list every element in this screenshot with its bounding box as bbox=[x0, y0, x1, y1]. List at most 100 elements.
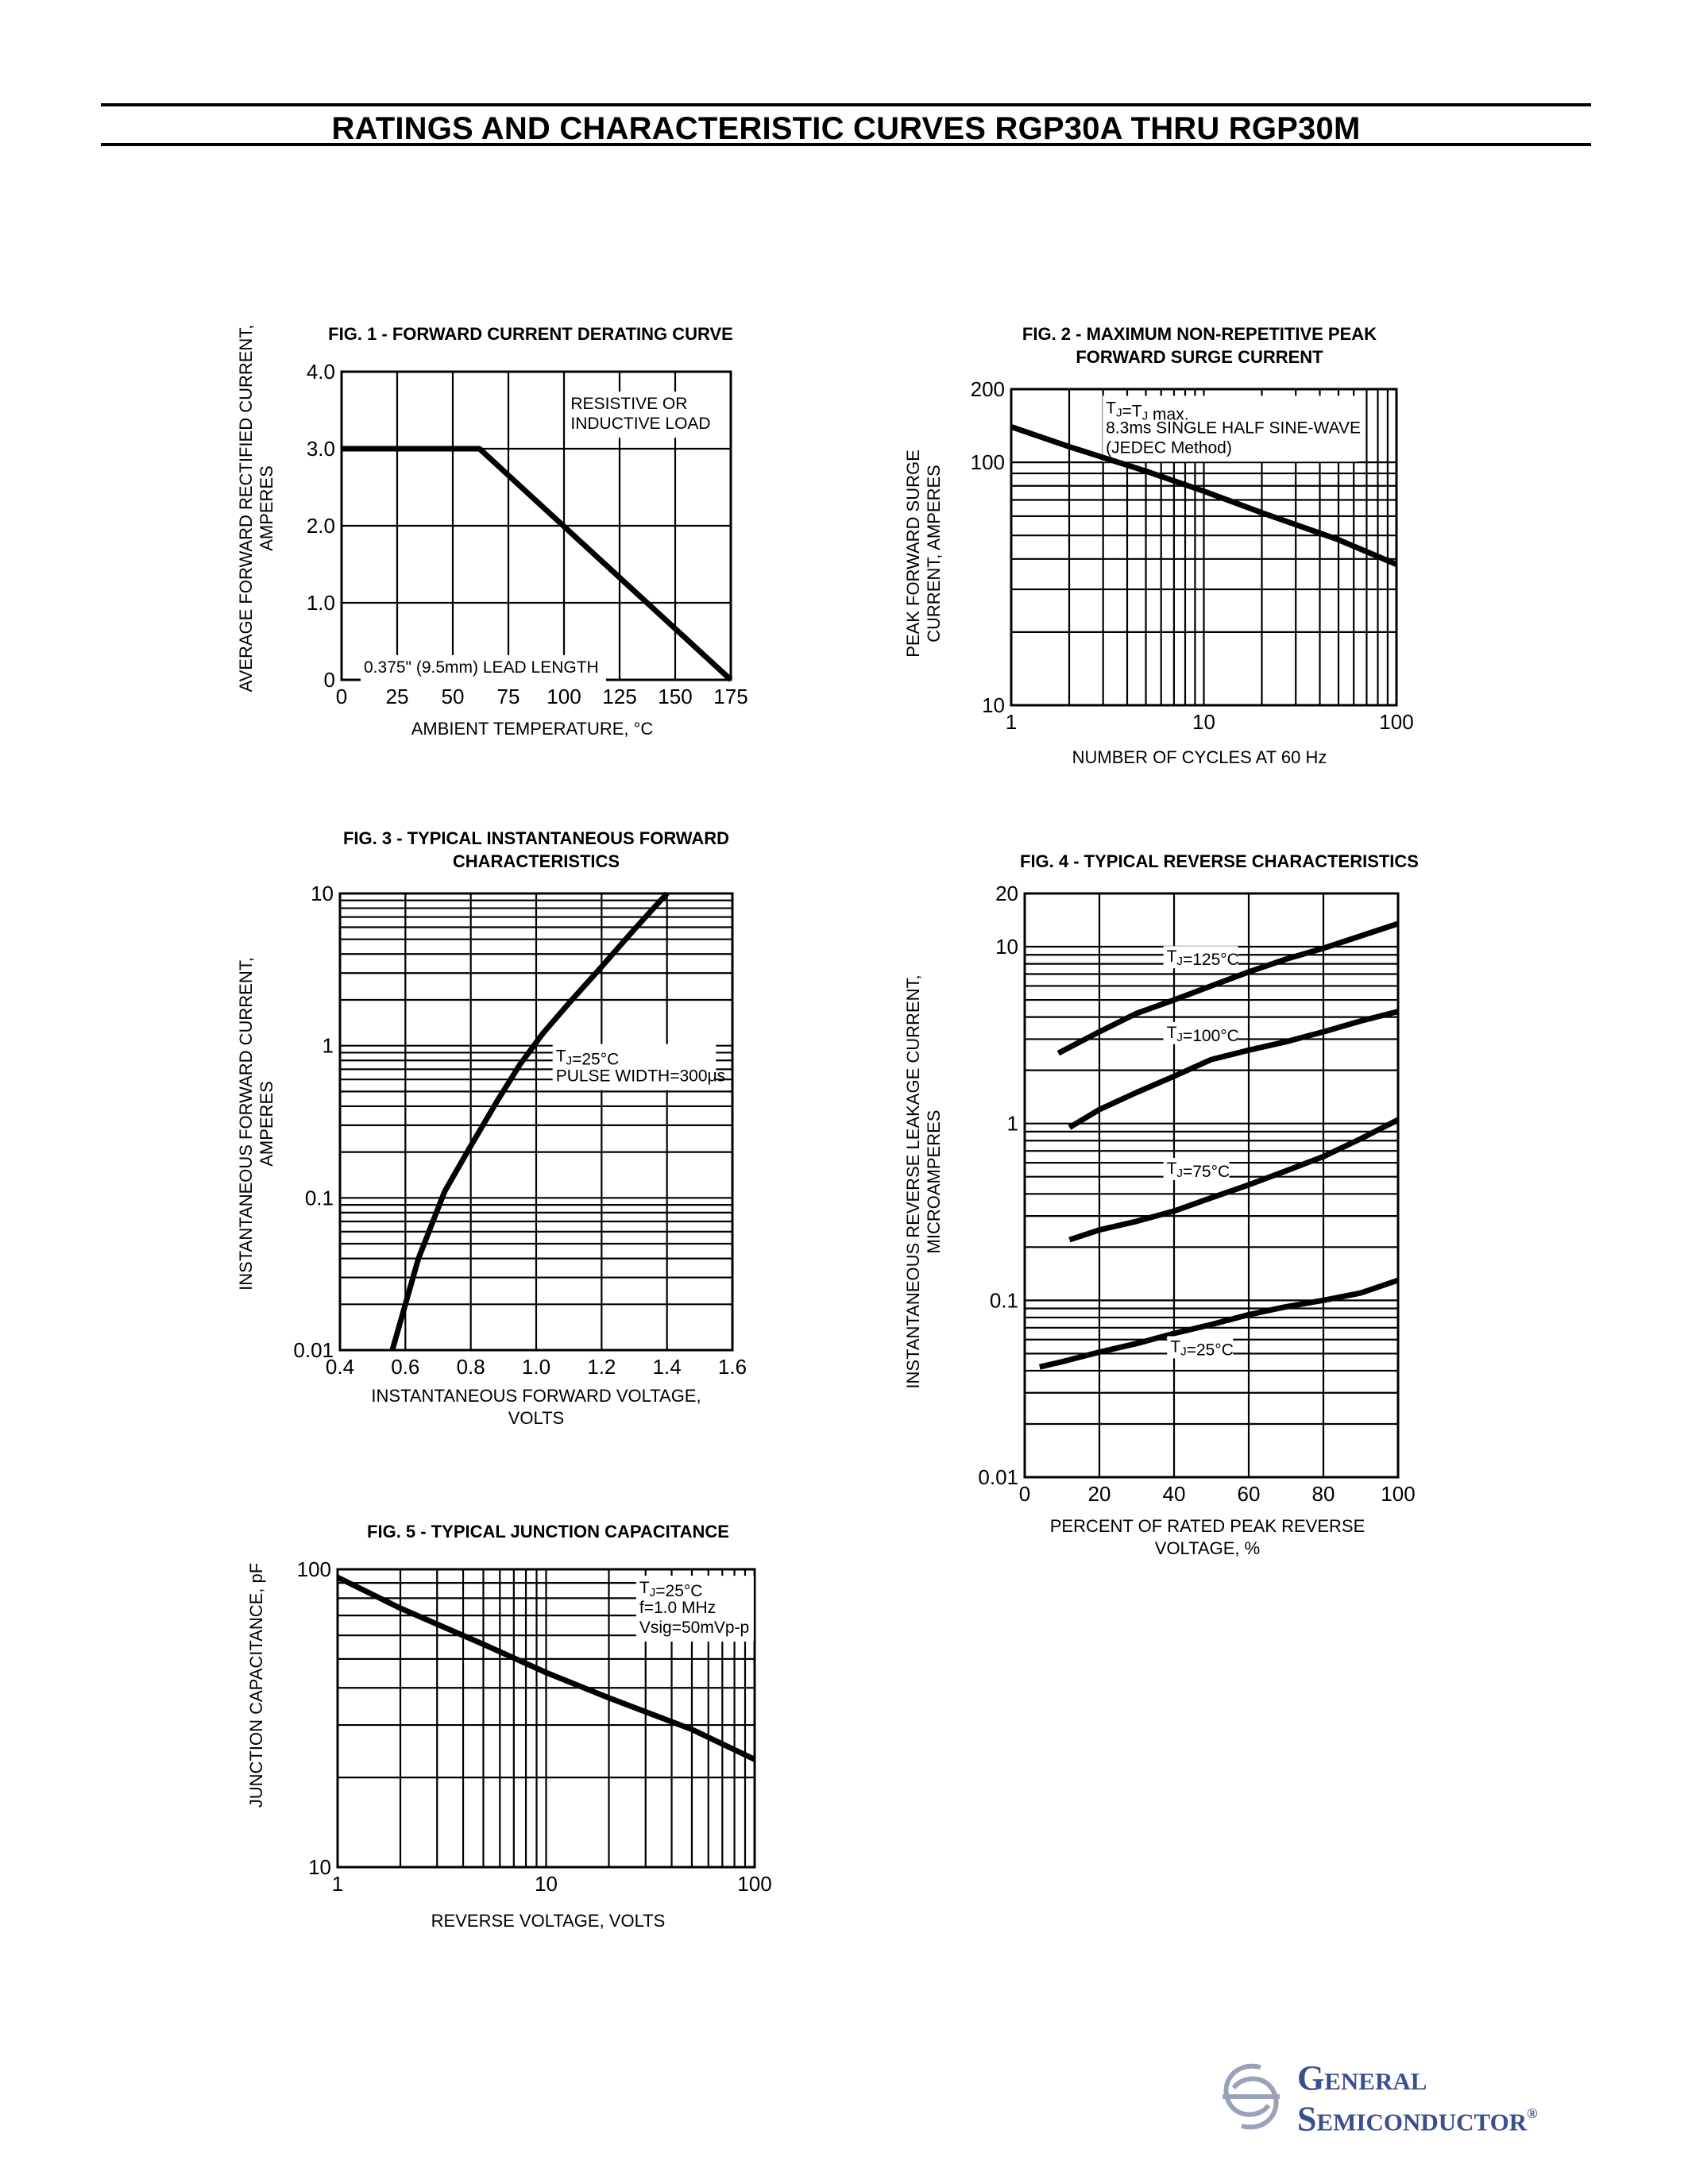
fig4-ytick-label-0: 0.01 bbox=[978, 1465, 1018, 1489]
fig5-annotation-0-line-0: TJ=25°C bbox=[639, 1579, 703, 1600]
company-logo: General Semiconductor® bbox=[1211, 2053, 1593, 2148]
fig1-series-line-0 bbox=[342, 446, 733, 682]
fig4-xtick-label-3: 60 bbox=[1238, 1482, 1261, 1506]
fig3-ytick-label-2: 1 bbox=[323, 1034, 334, 1058]
fig3-annotation-bg-0 bbox=[552, 1044, 717, 1090]
fig5-ytick-label-0: 10 bbox=[308, 1855, 331, 1879]
fig1-ytick-label-1: 1.0 bbox=[307, 591, 335, 615]
fig4-xlabel: PERCENT OF RATED PEAK REVERSE VOLTAGE, % bbox=[1049, 1516, 1365, 1558]
fig3-xtick-label-4: 1.2 bbox=[587, 1355, 616, 1379]
fig4-ytick-label-1: 0.1 bbox=[990, 1288, 1018, 1312]
fig4-series-label-bg-3 bbox=[1167, 1336, 1234, 1359]
fig5-series-line-0 bbox=[336, 1574, 756, 1762]
fig4-ytick-label-2: 1 bbox=[1007, 1112, 1018, 1136]
fig3-xtick-label-2: 0.8 bbox=[457, 1355, 485, 1379]
fig1-xtick-label-4: 100 bbox=[547, 685, 581, 708]
company-logo-text: General Semiconductor® bbox=[1297, 2061, 1538, 2137]
fig5-annotation-0-line-2: Vsig=50mVp-p bbox=[639, 1619, 749, 1637]
fig2-series-line-0 bbox=[1010, 424, 1398, 567]
fig1-annotation-bg-0 bbox=[567, 392, 704, 438]
fig4-xtick-label-4: 80 bbox=[1312, 1482, 1335, 1506]
fig4-series-label-1: TJ=100°C bbox=[1167, 1024, 1239, 1045]
fig4-series-label-bg-0 bbox=[1163, 946, 1238, 969]
fig4-series-label-3: TJ=25°C bbox=[1170, 1337, 1234, 1359]
fig4-ytick-label-4: 20 bbox=[995, 882, 1018, 905]
fig4-series-label-bg-1 bbox=[1163, 1021, 1238, 1044]
fig2-xtick-label-2: 100 bbox=[1379, 710, 1413, 734]
fig1-ytick-label-0: 0 bbox=[324, 668, 335, 692]
fig4-series-label-bg-2 bbox=[1163, 1157, 1230, 1180]
fig5-annotation-bg-0 bbox=[635, 1576, 754, 1642]
fig5-title: FIG. 5 - TYPICAL JUNCTION CAPACITANCE bbox=[367, 1522, 729, 1542]
fig2-xtick-label-0: 1 bbox=[1006, 710, 1017, 734]
fig4-xtick-label-5: 100 bbox=[1381, 1482, 1415, 1506]
fig4-xtick-label-2: 40 bbox=[1163, 1482, 1186, 1506]
fig1-annotation-bg-1 bbox=[361, 654, 606, 681]
fig2-ytick-label-1: 100 bbox=[971, 450, 1005, 474]
fig4-plot-frame bbox=[1023, 892, 1400, 1479]
fig1-xtick-label-1: 25 bbox=[386, 685, 409, 708]
fig4-series-line-0 bbox=[1056, 920, 1400, 1056]
fig1-annotation-0-line-0: RESISTIVE OR bbox=[570, 395, 687, 413]
fig1-ytick-label-4: 4.0 bbox=[307, 360, 335, 384]
fig3-xtick-label-3: 1.0 bbox=[522, 1355, 550, 1379]
fig3-xtick-label-6: 1.6 bbox=[718, 1355, 747, 1379]
fig3-series-line-0 bbox=[389, 891, 670, 1351]
fig4-series-label-0: TJ=125°C bbox=[1167, 947, 1239, 969]
fig2-title: FIG. 2 - MAXIMUM NON-REPETITIVE PEAK FOR… bbox=[1022, 324, 1377, 367]
fig3-xtick-label-1: 0.6 bbox=[391, 1355, 419, 1379]
fig4-series-line-1 bbox=[1068, 1009, 1399, 1130]
fig1-xtick-label-3: 75 bbox=[497, 685, 520, 708]
logo-line-2: Semiconductor® bbox=[1297, 2099, 1538, 2139]
header-rule-top bbox=[101, 103, 1591, 106]
fig3-ytick-label-0: 0.01 bbox=[293, 1338, 334, 1362]
fig2-xtick-label-1: 10 bbox=[1192, 710, 1215, 734]
fig4-ytick-label-3: 10 bbox=[995, 935, 1018, 959]
fig1-xtick-label-6: 150 bbox=[658, 685, 692, 708]
fig1-xtick-label-0: 0 bbox=[336, 685, 347, 708]
fig5-xtick-label-1: 10 bbox=[535, 1872, 558, 1896]
fig4-series-label-2: TJ=75°C bbox=[1167, 1160, 1230, 1181]
fig2-annotation-0-line-1: 8.3ms SINGLE HALF SINE-WAVE bbox=[1106, 419, 1361, 437]
fig3-ytick-label-1: 0.1 bbox=[305, 1186, 334, 1210]
fig4-xtick-label-0: 0 bbox=[1019, 1482, 1030, 1506]
fig3-xlabel: INSTANTANEOUS FORWARD VOLTAGE, VOLTS bbox=[371, 1386, 701, 1428]
fig2-annotation-0-line-0: TJ=TJ max. bbox=[1106, 399, 1188, 423]
fig1-annotation-1-line-0: 0.375" (9.5mm) LEAD LENGTH bbox=[364, 658, 599, 677]
fig5-plot-frame bbox=[336, 1568, 756, 1869]
fig3-plot-frame bbox=[338, 892, 734, 1352]
fig5-ytick-label-1: 100 bbox=[297, 1557, 331, 1581]
fig3-ytick-label-3: 10 bbox=[311, 882, 334, 905]
fig4-series-line-3 bbox=[1039, 1277, 1400, 1370]
fig2-xlabel: NUMBER OF CYCLES AT 60 Hz bbox=[1072, 747, 1327, 767]
fig5-xlabel: REVERSE VOLTAGE, VOLTS bbox=[431, 1911, 666, 1931]
fig1-xtick-label-5: 125 bbox=[602, 685, 636, 708]
fig1-annotation-0-line-1: INDUCTIVE LOAD bbox=[570, 415, 710, 433]
fig1-xtick-label-7: 175 bbox=[713, 685, 747, 708]
fig5-xtick-label-0: 1 bbox=[332, 1872, 343, 1896]
header-rule-bottom bbox=[101, 143, 1591, 146]
fig4-series-line-2 bbox=[1068, 1117, 1400, 1243]
fig2-ytick-label-2: 200 bbox=[971, 377, 1005, 401]
fig1-title: FIG. 1 - FORWARD CURRENT DERATING CURVE bbox=[328, 324, 733, 344]
logo-line-1: General bbox=[1297, 2059, 1427, 2097]
fig1-xlabel: AMBIENT TEMPERATURE, °C bbox=[411, 719, 654, 739]
fig3-annotation-0-line-0: TJ=25°C bbox=[556, 1048, 620, 1069]
fig3-xtick-label-0: 0.4 bbox=[326, 1355, 354, 1379]
page-title: RATINGS AND CHARACTERISTIC CURVES RGP30A… bbox=[331, 111, 1361, 146]
fig2-annotation-bg-0 bbox=[1103, 396, 1358, 462]
fig2-annotation-0-line-2: (JEDEC Method) bbox=[1106, 438, 1232, 457]
fig4-xtick-label-1: 20 bbox=[1088, 1482, 1111, 1506]
fig1-ytick-label-2: 2.0 bbox=[307, 514, 335, 538]
fig4-title: FIG. 4 - TYPICAL REVERSE CHARACTERISTICS bbox=[1020, 851, 1419, 871]
fig2-ytick-label-0: 10 bbox=[982, 693, 1005, 717]
fig1-ytick-label-3: 3.0 bbox=[307, 437, 335, 461]
fig3-annotation-0-line-1: PULSE WIDTH=300μs bbox=[556, 1067, 725, 1086]
fig2-plot-frame bbox=[1010, 388, 1398, 707]
fig5-annotation-0-line-1: f=1.0 MHz bbox=[639, 1599, 716, 1617]
fig5-xtick-label-2: 100 bbox=[737, 1872, 771, 1896]
fig3-xtick-label-5: 1.4 bbox=[653, 1355, 682, 1379]
gs-logo-icon bbox=[1223, 2063, 1280, 2130]
fig3-title: FIG. 3 - TYPICAL INSTANTANEOUS FORWARD C… bbox=[342, 828, 730, 871]
